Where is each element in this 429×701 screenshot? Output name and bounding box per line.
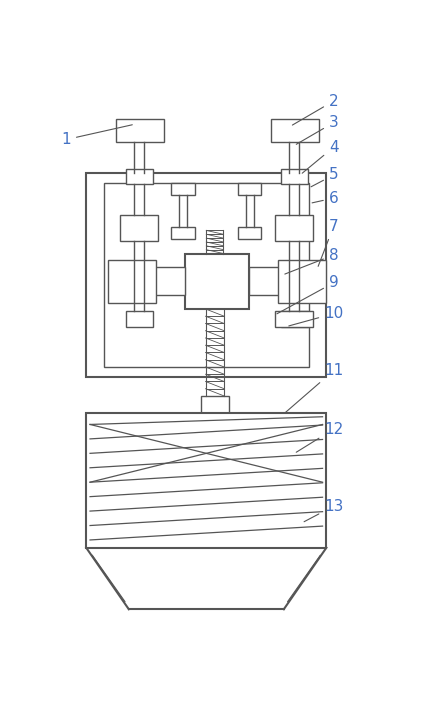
Text: 9: 9 bbox=[277, 275, 338, 314]
Bar bbox=[275, 215, 313, 241]
Bar bbox=[172, 226, 195, 239]
Bar bbox=[281, 311, 308, 327]
Bar bbox=[238, 183, 261, 195]
Bar bbox=[127, 311, 153, 327]
Bar bbox=[249, 267, 281, 295]
Bar bbox=[278, 259, 326, 303]
Bar bbox=[201, 396, 229, 413]
Bar bbox=[108, 259, 156, 303]
Text: 3: 3 bbox=[296, 115, 338, 144]
Bar bbox=[238, 226, 261, 239]
Bar bbox=[116, 118, 164, 142]
Bar bbox=[185, 254, 249, 309]
Text: 8: 8 bbox=[285, 247, 338, 274]
Bar bbox=[104, 183, 308, 367]
Text: 12: 12 bbox=[296, 421, 343, 452]
Text: 11: 11 bbox=[284, 363, 343, 414]
Bar bbox=[86, 413, 326, 547]
Bar bbox=[127, 169, 153, 184]
Text: 10: 10 bbox=[289, 306, 343, 326]
Bar bbox=[281, 169, 308, 184]
Bar bbox=[153, 267, 185, 295]
Bar bbox=[271, 118, 319, 142]
Text: 4: 4 bbox=[302, 139, 338, 173]
Text: 6: 6 bbox=[312, 191, 338, 205]
Text: 7: 7 bbox=[318, 219, 338, 266]
Text: 13: 13 bbox=[304, 498, 344, 522]
Text: 2: 2 bbox=[293, 93, 338, 125]
Text: 1: 1 bbox=[61, 125, 132, 147]
Bar bbox=[120, 215, 158, 241]
Text: 5: 5 bbox=[311, 168, 338, 186]
Bar bbox=[86, 172, 326, 376]
Bar bbox=[275, 311, 313, 327]
Bar bbox=[172, 183, 195, 195]
